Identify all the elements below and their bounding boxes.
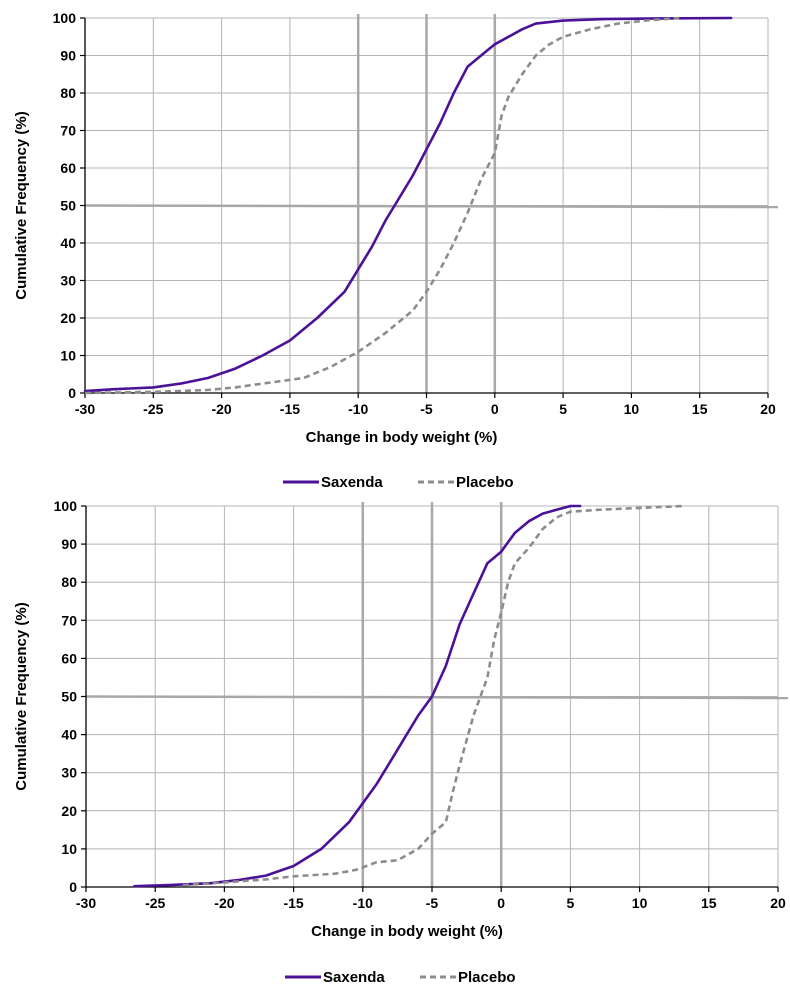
legend-label-placebo: Placebo <box>458 969 516 986</box>
y-tick-label: 10 <box>61 841 77 857</box>
series-line-placebo <box>84 16 680 395</box>
legend-label-placebo: Placebo <box>456 474 514 491</box>
x-tick-label: 0 <box>497 895 505 911</box>
y-tick-label: 80 <box>61 574 77 590</box>
y-tick-label: 80 <box>60 85 76 101</box>
y-tick-label: 60 <box>61 650 77 666</box>
x-tick-label: -30 <box>76 895 96 911</box>
x-axis-title: Change in body weight (%) <box>311 923 503 940</box>
y-tick-label: 50 <box>61 689 77 705</box>
x-tick-label: -15 <box>280 401 300 417</box>
reference-line-horizontal <box>84 204 779 209</box>
x-tick-label: -30 <box>75 401 95 417</box>
legend-label-saxenda: Saxenda <box>323 969 385 986</box>
x-tick-label: -25 <box>145 895 165 911</box>
x-tick-label: 0 <box>491 401 499 417</box>
y-tick-label: 100 <box>53 10 77 26</box>
x-tick-label: -20 <box>214 895 234 911</box>
x-tick-label: 15 <box>701 895 717 911</box>
y-tick-label: 20 <box>61 803 77 819</box>
series-line-saxenda <box>133 504 582 888</box>
chart-bottom: -30 -25 -20 -15 -10 -5 0 5 10 15 20 0 10 20 30 40 50 60 70… <box>13 498 789 986</box>
y-tick-label: 30 <box>60 273 76 289</box>
x-tick-label: -5 <box>426 895 439 911</box>
series-line-placebo <box>182 504 684 887</box>
y-tick-label: 40 <box>61 727 77 743</box>
x-tick-label: -15 <box>283 895 303 911</box>
chart-top: -30 -25 -20 -15 -10 -5 0 5 10 15 20 0 10 20 30 40 50 60 70… <box>13 10 779 491</box>
y-tick-label: 0 <box>68 385 76 401</box>
y-tick-label: 70 <box>61 612 77 628</box>
x-tick-label: -10 <box>348 401 368 417</box>
y-tick-label: 40 <box>60 235 76 251</box>
y-tick-label: 20 <box>60 310 76 326</box>
y-tick-label: 50 <box>60 198 76 214</box>
x-tick-label: 10 <box>624 401 640 417</box>
x-tick-label: 10 <box>632 895 648 911</box>
legend-label-saxenda: Saxenda <box>321 474 383 491</box>
y-tick-label: 60 <box>60 160 76 176</box>
x-tick-label: -20 <box>211 401 231 417</box>
x-tick-label: -10 <box>353 895 373 911</box>
y-axis-title: Cumulative Frequency (%) <box>13 111 30 299</box>
y-axis-title: Cumulative Frequency (%) <box>13 602 30 790</box>
x-tick-label: -5 <box>420 401 433 417</box>
series-line-saxenda <box>83 16 733 393</box>
y-tick-label: 0 <box>69 879 77 895</box>
y-tick-label: 70 <box>60 123 76 139</box>
y-tick-label: 10 <box>60 348 76 364</box>
y-tick-label: 90 <box>60 48 76 64</box>
x-tick-label: -25 <box>143 401 163 417</box>
x-tick-label: 5 <box>559 401 567 417</box>
x-tick-label: 20 <box>760 401 776 417</box>
x-axis-title: Change in body weight (%) <box>306 429 498 446</box>
y-tick-label: 90 <box>61 536 77 552</box>
y-tick-label: 100 <box>54 498 78 514</box>
x-tick-label: 5 <box>567 895 575 911</box>
y-tick-label: 30 <box>61 765 77 781</box>
x-tick-label: 15 <box>692 401 708 417</box>
reference-line-horizontal <box>85 695 789 700</box>
x-tick-label: 20 <box>770 895 786 911</box>
